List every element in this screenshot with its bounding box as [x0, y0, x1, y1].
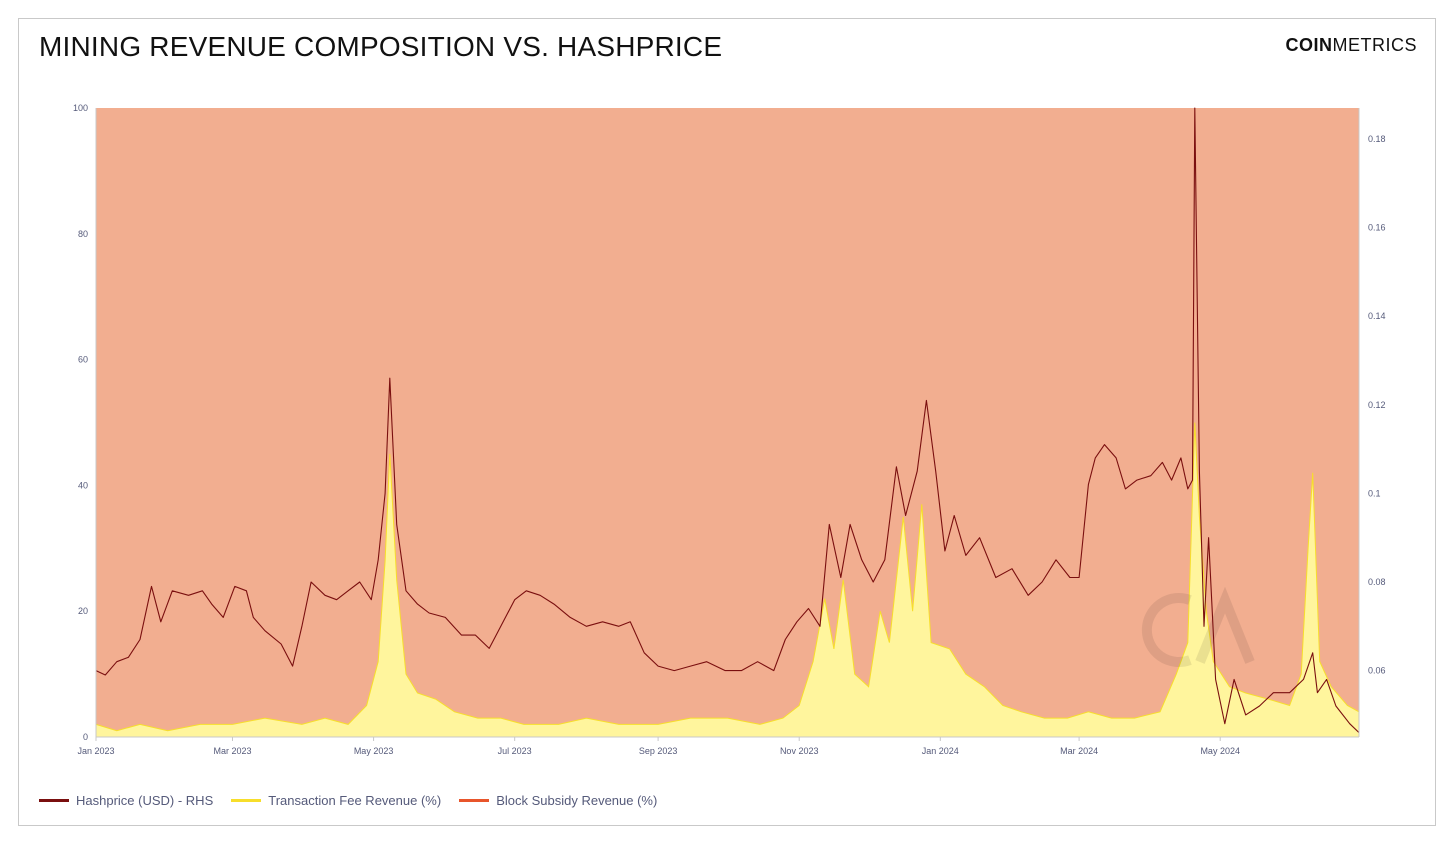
legend-swatch-fee	[231, 799, 262, 802]
chart-title: MINING REVENUE COMPOSITION VS. HASHPRICE	[39, 31, 723, 62]
y-right-tick-label: 0.08	[1368, 577, 1386, 587]
y-left-tick-label: 60	[78, 355, 88, 365]
y-left-tick-label: 20	[78, 606, 88, 616]
y-right-tick-label: 0.14	[1368, 311, 1386, 321]
y-left-tick-label: 100	[73, 103, 88, 113]
x-tick-label: May 2024	[1200, 746, 1240, 756]
legend-item-subsidy[interactable]: Block Subsidy Revenue (%)	[459, 793, 657, 808]
transaction-fee-line	[95, 422, 1360, 732]
x-tick-label: Mar 2023	[213, 746, 251, 756]
logo-light-text: METRICS	[1332, 35, 1417, 55]
x-tick-label: Jan 2024	[922, 746, 959, 756]
legend-swatch-hashprice	[39, 799, 69, 802]
chart-legend: Hashprice (USD) - RHS Transaction Fee Re…	[39, 793, 657, 808]
y-right-tick-label: 0.06	[1368, 666, 1386, 676]
x-tick-label: Mar 2024	[1060, 746, 1098, 756]
x-tick-label: May 2023	[354, 746, 394, 756]
x-tick-label: Sep 2023	[639, 746, 678, 756]
x-tick-label: Jul 2023	[498, 746, 532, 756]
y-right-tick-label: 0.1	[1368, 488, 1381, 498]
legend-label-hashprice: Hashprice (USD) - RHS	[76, 793, 214, 808]
x-tick-label: Nov 2023	[780, 746, 819, 756]
legend-label-subsidy: Block Subsidy Revenue (%)	[496, 793, 658, 808]
legend-label-fee: Transaction Fee Revenue (%)	[268, 793, 442, 808]
block-subsidy-area	[96, 108, 1359, 737]
y-right-tick-label: 0.16	[1368, 223, 1386, 233]
y-left-tick-label: 40	[78, 480, 88, 490]
legend-item-fee[interactable]: Transaction Fee Revenue (%)	[231, 793, 441, 808]
legend-item-hashprice[interactable]: Hashprice (USD) - RHS	[39, 793, 213, 808]
logo-bold-text: COIN	[1285, 35, 1333, 55]
legend-swatch-subsidy	[459, 799, 490, 802]
y-right-tick-label: 0.12	[1368, 400, 1386, 410]
y-left-tick-label: 0	[83, 732, 88, 742]
hashprice-line	[95, 107, 1360, 733]
transaction-fee-area	[96, 422, 1359, 737]
coinmetrics-logo: COINMETRICS	[1286, 35, 1418, 56]
y-right-tick-label: 0.18	[1368, 134, 1386, 144]
x-tick-label: Jan 2023	[77, 746, 114, 756]
coin-metrics-watermark	[1141, 586, 1255, 667]
y-left-tick-label: 80	[78, 229, 88, 239]
